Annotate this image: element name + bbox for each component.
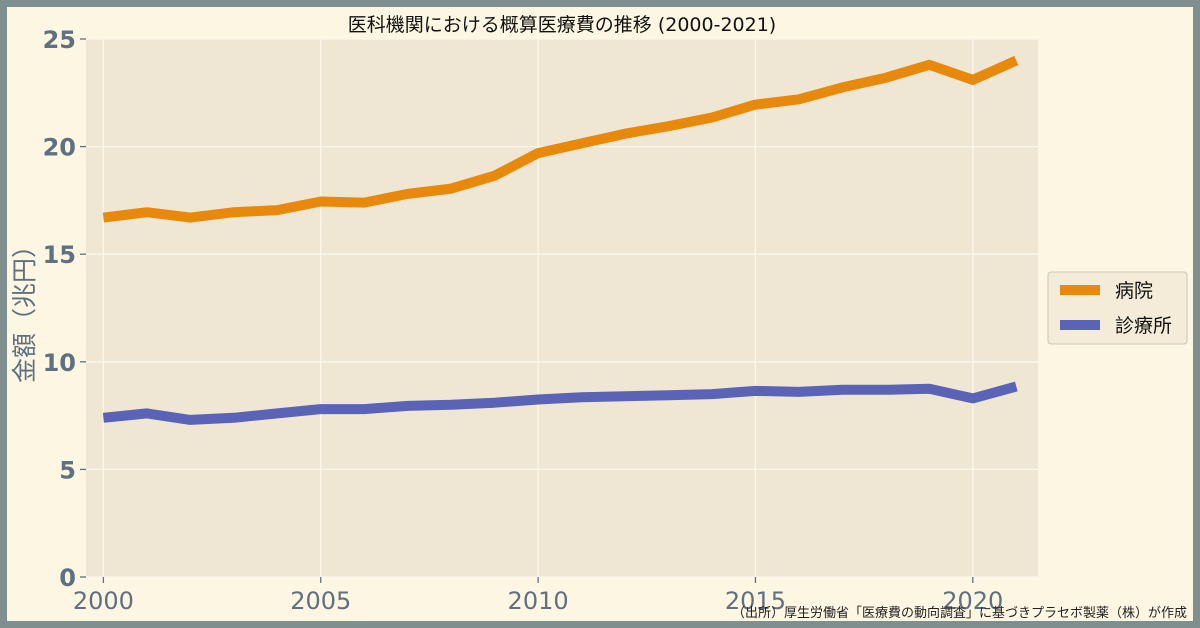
x-tick-label: 2015 <box>725 587 786 615</box>
legend-label: 診療所 <box>1115 315 1172 337</box>
axes: 0 5 10 15 20 25 2000 2005 2010 2015 2020 <box>43 26 1004 615</box>
chart-canvas: 0 5 10 15 20 25 2000 2005 2010 2015 2020 医科機関における概… <box>7 7 1193 621</box>
y-tick-label: 25 <box>43 26 76 54</box>
x-tick-label: 2005 <box>290 587 351 615</box>
x-tick-label: 2020 <box>942 587 1003 615</box>
series-lines <box>102 55 1019 425</box>
x-tick-label: 2000 <box>73 587 134 615</box>
x-tick-label: 2010 <box>508 587 569 615</box>
y-tick-label: 15 <box>43 241 76 269</box>
series-line-2 <box>102 381 1018 425</box>
y-tick-label: 20 <box>43 134 76 162</box>
chart-title: 医科機関における概算医療費の推移 (2000-2021) <box>348 14 776 36</box>
y-tick-label: 5 <box>59 456 76 484</box>
plot-area <box>86 39 1038 577</box>
line-chart: 0 5 10 15 20 25 2000 2005 2010 2015 2020 医科機関における概… <box>10 14 1188 621</box>
series-line-1 <box>102 55 1019 223</box>
y-tick-label: 0 <box>59 564 76 592</box>
y-tick-label: 10 <box>43 349 76 377</box>
y-axis-label: 金額（兆円） <box>10 233 39 383</box>
legend-label: 病院 <box>1115 280 1153 302</box>
source-note: （出所）厚生労働省「医療費の動向調査」に基づきプラセボ製薬（株）が作成 <box>732 605 1187 621</box>
